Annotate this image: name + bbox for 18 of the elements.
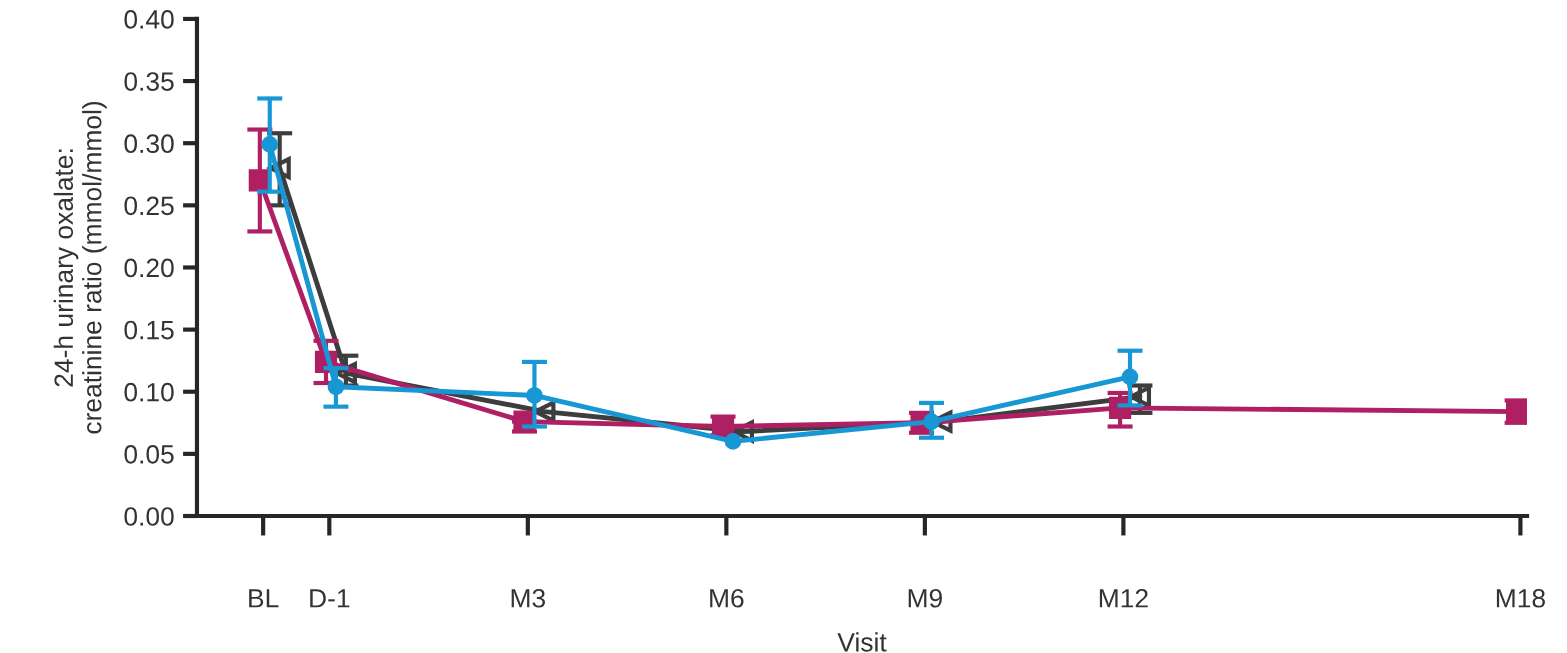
x-tick-label: M9 (908, 588, 942, 608)
x-tick-label: M18 (1496, 588, 1545, 608)
x-tick-label: BL (249, 589, 279, 608)
y-tick-label: 0.35 (124, 72, 174, 91)
x-tick-label: M12 (1099, 588, 1148, 608)
x-tick-label: M3 (511, 588, 546, 608)
y-tick-label: 0.10 (124, 382, 174, 402)
y-tick-label: 0.00 (124, 507, 174, 526)
y-tick-label: 0.20 (124, 258, 174, 278)
x-tick-label: D-1 (310, 589, 350, 608)
y-tick-label: 0.40 (124, 10, 174, 29)
y-tick-label: 0.30 (124, 134, 174, 154)
x-axis-title: Visit (837, 632, 887, 652)
y-tick-label: 0.05 (124, 445, 174, 464)
x-tick-label: M6 (710, 588, 744, 608)
y-tick-label: 0.25 (124, 196, 174, 216)
y-axis-title: 24-h urinary oxalate: creatinine ratio (mmol/mmol) (53, 101, 107, 434)
y-tick-label: 0.15 (124, 320, 174, 340)
